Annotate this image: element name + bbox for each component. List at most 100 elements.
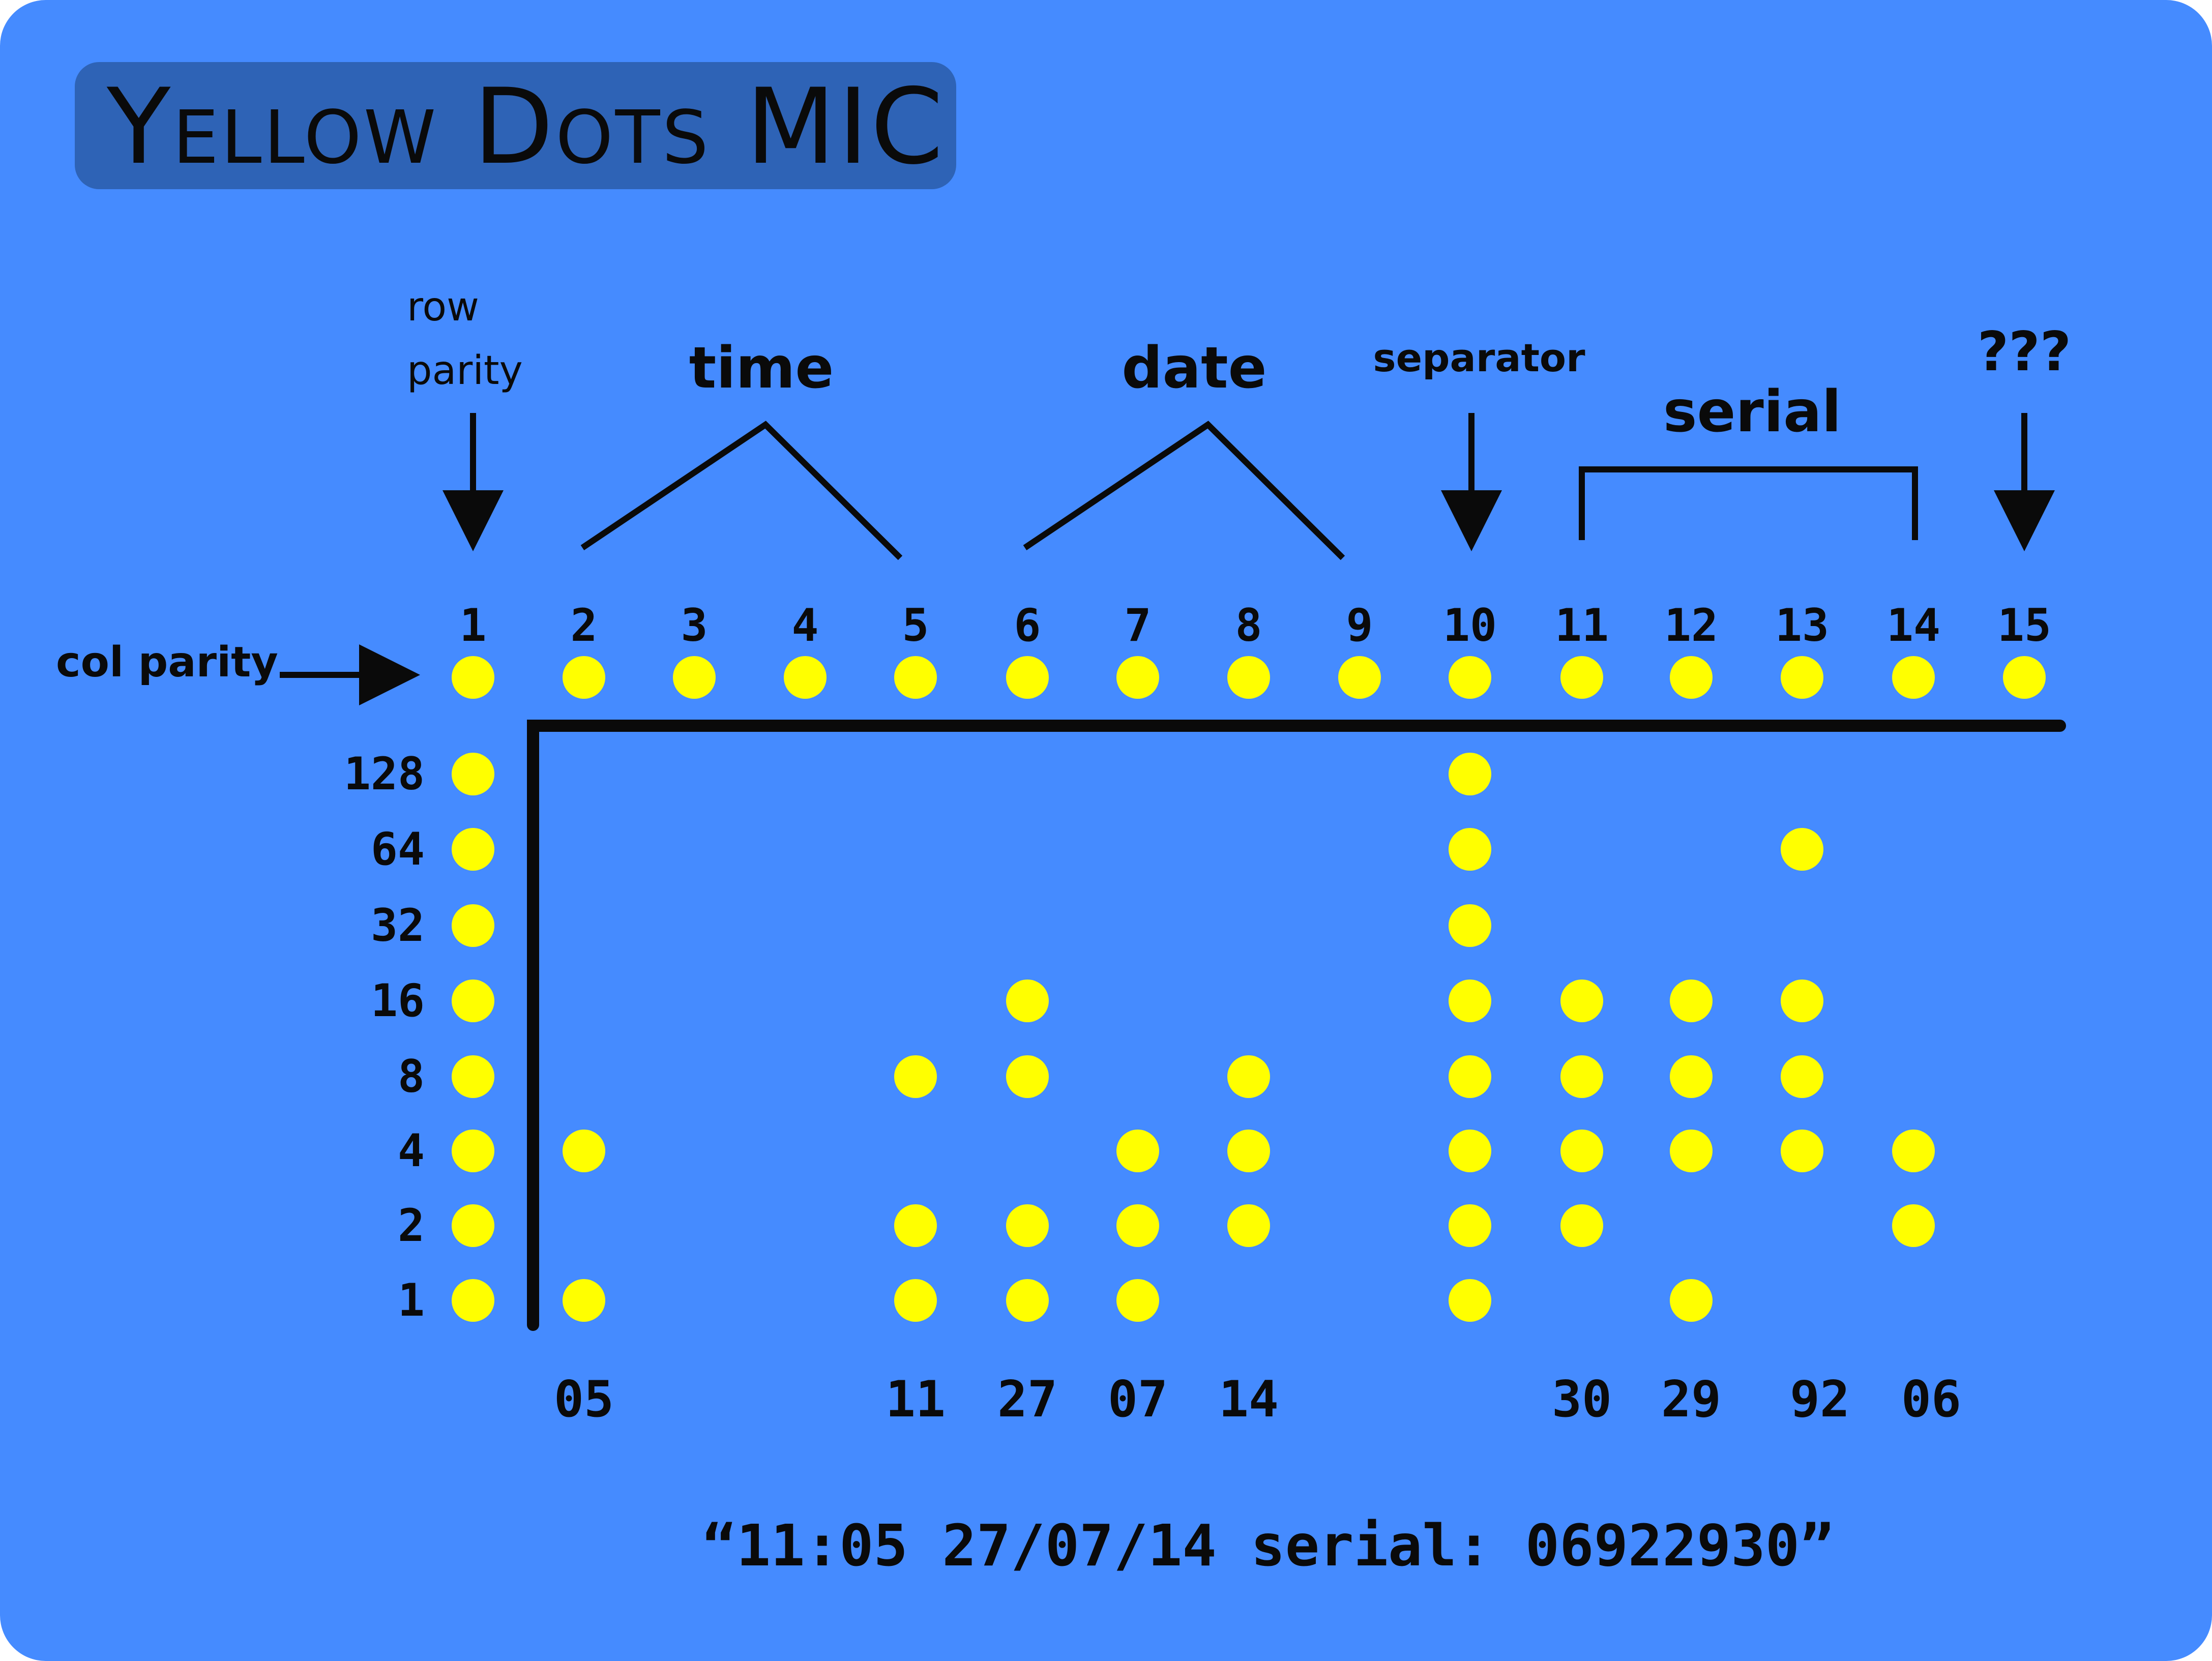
date-bracket [1023, 421, 1345, 560]
decoded-value-col-11: 30 [1552, 1371, 1612, 1429]
serial-label: serial [1663, 379, 1841, 445]
date-label: date [1122, 335, 1266, 401]
dot-col-12-bit-16 [1670, 980, 1713, 1022]
parity-dot-col-3 [673, 656, 716, 699]
column-number-12: 12 [1664, 599, 1718, 651]
decoded-value-col-13: 92 [1790, 1371, 1850, 1429]
dot-col-6-bit-16 [1006, 980, 1049, 1022]
col-parity-label: col parity [56, 638, 278, 687]
row-value-64: 64 [371, 823, 425, 875]
dot-col-10-bit-8 [1449, 1055, 1491, 1098]
decoded-value-col-14: 06 [1901, 1371, 1961, 1429]
column-number-5: 5 [902, 599, 929, 651]
dot-col-7-bit-4 [1116, 1130, 1159, 1172]
dot-col-13-bit-4 [1781, 1130, 1823, 1172]
row-value-16: 16 [371, 974, 425, 1027]
dot-col-1-bit-2 [452, 1204, 494, 1247]
decoded-value-col-5: 11 [886, 1371, 946, 1429]
decoded-value-col-7: 07 [1108, 1371, 1168, 1429]
parity-dot-col-5 [894, 656, 937, 699]
dot-col-2-bit-1 [563, 1279, 605, 1322]
parity-dot-col-12 [1670, 656, 1713, 699]
decoded-value-col-8: 14 [1219, 1371, 1279, 1429]
dot-col-10-bit-1 [1449, 1279, 1491, 1322]
row-value-32: 32 [371, 899, 425, 952]
parity-dot-col-10 [1449, 656, 1491, 699]
dot-col-5-bit-1 [894, 1279, 937, 1322]
dot-col-14-bit-4 [1892, 1130, 1935, 1172]
dot-col-14-bit-2 [1892, 1204, 1935, 1247]
separator-label: separator [1373, 335, 1585, 380]
column-number-3: 3 [681, 599, 708, 651]
parity-dot-col-8 [1227, 656, 1270, 699]
time-bracket [580, 421, 903, 560]
row-parity-label-line1: row [407, 284, 479, 330]
parity-dot-col-1 [452, 656, 494, 699]
column-number-1: 1 [460, 599, 487, 651]
parity-dot-col-4 [784, 656, 827, 699]
row-value-128: 128 [344, 748, 425, 800]
dot-col-11-bit-16 [1560, 980, 1603, 1022]
dot-col-1-bit-64 [452, 828, 494, 871]
dot-col-12-bit-8 [1670, 1055, 1713, 1098]
parity-dot-col-13 [1781, 656, 1823, 699]
dot-col-1-bit-8 [452, 1055, 494, 1098]
dot-col-11-bit-2 [1560, 1204, 1603, 1247]
matrix-axes [527, 720, 2066, 1331]
parity-dot-col-15 [2003, 656, 2046, 699]
dot-col-13-bit-16 [1781, 980, 1823, 1022]
row-parity-label-line2: parity [407, 348, 523, 394]
column-number-7: 7 [1125, 599, 1152, 651]
dot-col-1-bit-16 [452, 980, 494, 1022]
dot-col-13-bit-8 [1781, 1055, 1823, 1098]
dot-col-10-bit-32 [1449, 904, 1491, 947]
parity-dot-col-2 [563, 656, 605, 699]
title-box [75, 62, 956, 189]
column-number-9: 9 [1346, 599, 1373, 651]
dot-col-5-bit-8 [894, 1055, 937, 1098]
dot-col-11-bit-8 [1560, 1055, 1603, 1098]
column-number-4: 4 [792, 599, 819, 651]
dot-col-6-bit-2 [1006, 1204, 1049, 1247]
decoded-value-col-6: 27 [997, 1371, 1057, 1429]
dot-col-7-bit-1 [1116, 1279, 1159, 1322]
dot-col-7-bit-2 [1116, 1204, 1159, 1247]
page-title: Yellow Dots MIC [107, 67, 946, 188]
dot-col-12-bit-1 [1670, 1279, 1713, 1322]
parity-dot-col-9 [1338, 656, 1381, 699]
serial-bracket [1579, 466, 1918, 540]
dots-layer [452, 656, 2046, 1322]
dot-col-8-bit-4 [1227, 1130, 1270, 1172]
parity-dot-col-14 [1892, 656, 1935, 699]
row-value-4: 4 [398, 1124, 425, 1177]
time-label: time [689, 335, 834, 401]
column-number-2: 2 [571, 599, 598, 651]
column-number-14: 14 [1886, 599, 1940, 651]
dot-col-1-bit-128 [452, 753, 494, 795]
row-value-2: 2 [398, 1199, 425, 1252]
dot-col-10-bit-4 [1449, 1130, 1491, 1172]
column-number-6: 6 [1014, 599, 1041, 651]
dot-col-8-bit-8 [1227, 1055, 1270, 1098]
dot-col-10-bit-64 [1449, 828, 1491, 871]
dot-col-1-bit-32 [452, 904, 494, 947]
column-number-15: 15 [1997, 599, 2051, 651]
decoded-message: “11:05 27/07/14 serial: 06922930” [702, 1513, 1834, 1579]
dot-col-11-bit-4 [1560, 1130, 1603, 1172]
decoded-value-col-12: 29 [1661, 1371, 1721, 1429]
column-number-11: 11 [1555, 599, 1609, 651]
dot-col-1-bit-1 [452, 1279, 494, 1322]
dot-col-5-bit-2 [894, 1204, 937, 1247]
parity-dot-col-11 [1560, 656, 1603, 699]
dot-col-12-bit-4 [1670, 1130, 1713, 1172]
dot-col-6-bit-8 [1006, 1055, 1049, 1098]
column-number-8: 8 [1235, 599, 1262, 651]
column-number-10: 10 [1443, 599, 1497, 651]
dot-col-6-bit-1 [1006, 1279, 1049, 1322]
dot-col-2-bit-4 [563, 1130, 605, 1172]
row-value-8: 8 [398, 1050, 425, 1103]
decoded-value-col-2: 05 [554, 1371, 614, 1429]
